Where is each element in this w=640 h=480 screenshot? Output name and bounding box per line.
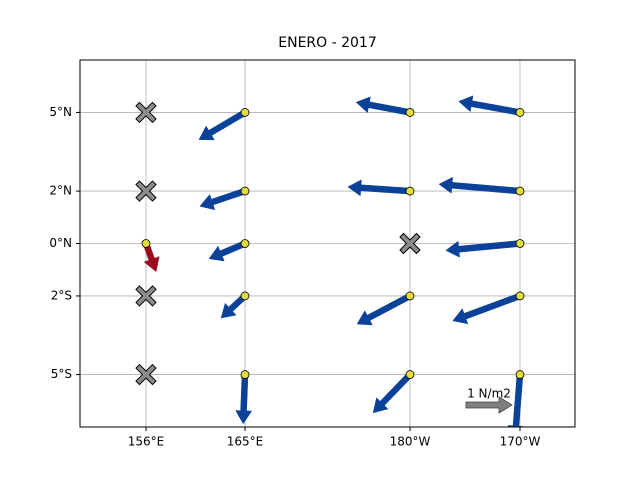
- station-point: [515, 108, 525, 117]
- y-tick-label: 0°N: [49, 236, 72, 250]
- station-point: [515, 239, 525, 248]
- station-point: [515, 186, 525, 196]
- wind-arrow: [198, 109, 247, 141]
- wind-arrow: [235, 374, 253, 425]
- y-tick-label: 2°S: [51, 288, 72, 302]
- x-tick-label: 165°E: [227, 435, 264, 449]
- station-point: [405, 108, 415, 117]
- wind-arrow: [208, 240, 247, 262]
- station-point: [240, 108, 250, 117]
- wind-arrow: [220, 293, 248, 319]
- wind-arrow: [356, 292, 412, 326]
- wind-arrow: [199, 187, 247, 211]
- missing-marker: [135, 101, 157, 124]
- wind-arrow: [445, 240, 521, 258]
- station-point: [240, 291, 250, 301]
- missing-marker: [135, 285, 157, 307]
- missing-marker: [135, 363, 157, 386]
- station-point: [240, 186, 250, 196]
- station-point: [515, 291, 525, 301]
- wind-arrow: [355, 96, 411, 116]
- wind-arrow: [452, 292, 522, 325]
- y-tick-label: 2°N: [49, 184, 72, 198]
- wind-arrow: [458, 95, 521, 116]
- y-tick-label: 5°N: [49, 105, 72, 119]
- wind-arrow: [507, 374, 525, 427]
- station-point: [141, 239, 151, 248]
- x-tick-label: 170°W: [500, 435, 541, 449]
- key-label: 1 N/m2: [467, 387, 511, 401]
- wind-arrow: [438, 176, 521, 195]
- x-tick-label: 180°W: [390, 435, 431, 449]
- wind-arrow: [372, 372, 413, 414]
- station-point: [240, 370, 250, 379]
- wind-arrow: [347, 179, 411, 197]
- missing-marker: [399, 232, 421, 255]
- station-point: [405, 370, 415, 379]
- x-tick-label: 156°E: [128, 435, 165, 449]
- station-point: [405, 186, 415, 196]
- key-arrow: [465, 396, 513, 414]
- y-tick-label: 5°S: [51, 367, 72, 381]
- station-point: [515, 370, 525, 379]
- station-point: [240, 239, 250, 248]
- plot-area: [135, 95, 525, 427]
- grid: [80, 60, 575, 427]
- chart-title: ENERO - 2017: [278, 35, 377, 51]
- ticks: 156°E 165°E 180°W 170°W 5°N 2°N 0°N 2°S 5°S: [49, 105, 540, 449]
- station-point: [405, 291, 415, 301]
- missing-marker: [135, 180, 157, 202]
